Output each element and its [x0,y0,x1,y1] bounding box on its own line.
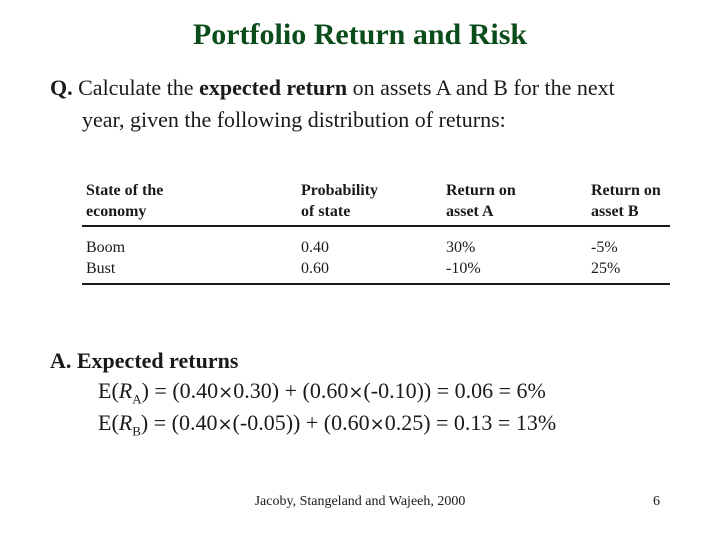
slide-title: Portfolio Return and Risk [192,18,528,51]
header-return-a-line1: Return on [446,182,516,199]
cell-return-a-boom: 30% [446,239,476,256]
header-probability-line1: Probability [301,182,379,199]
times-symbol: × [348,382,364,403]
eq-a-var: R [118,378,133,403]
header-state-line2: economy [86,203,147,220]
header-return-a: Return on asset A [446,180,591,222]
answer-section: A. Expected returns E(RA) = (0.40×0.30) … [50,346,690,440]
cell-prob-boom: 0.40 [301,239,329,256]
cell-prob-bust: 0.60 [301,260,329,277]
eq-a-sub: A [132,391,142,407]
cell-return-b-boom: -5% [591,239,618,256]
table-body-row: Boom Bust 0.40 0.60 30% -10% -5% 25% [82,227,670,285]
times-symbol: × [369,414,385,435]
eq-b-term3: 0.25) = 0.13 = 13% [384,410,557,435]
eq-b-lhs: E( [98,410,119,435]
header-return-b-line1: Return on [591,182,661,199]
eq-a-term3: (-0.10)) = 0.06 = 6% [363,378,546,403]
footer-citation: Jacoby, Stangeland and Wajeeh, 2000 [254,494,466,509]
header-state-line1: State of the [86,182,164,199]
question-line2: year, given the following distribution o… [82,107,506,132]
eq-b-var: R [118,410,133,435]
times-symbol: × [218,382,234,403]
cell-state-boom: Boom [86,239,126,256]
header-return-b-line2: asset B [591,203,639,220]
col-return-a: 30% -10% [446,237,591,279]
cell-state-bust: Bust [86,260,116,277]
page-number: 6 [653,494,660,509]
question-emphasis: expected return [199,75,348,100]
header-return-a-line2: asset A [446,203,494,220]
question-part2: on assets A and B for the next [347,75,615,100]
question-prefix: Q. [50,75,73,100]
eq-a-term2: 0.30) + (0.60 [233,378,349,403]
equation-asset-a: E(RA) = (0.40×0.30) + (0.60×(-0.10)) = 0… [50,376,690,408]
col-state: Boom Bust [82,237,301,279]
header-probability: Probability of state [301,180,446,222]
cell-return-b-bust: 25% [591,260,621,277]
question-part1: Calculate the [78,75,200,100]
eq-b-term1: ) = (0.40 [140,410,218,435]
times-symbol: × [217,414,233,435]
cell-return-a-bust: -10% [446,260,481,277]
question-text: Q. Calculate the expected return on asse… [50,72,690,136]
eq-a-term1: ) = (0.40 [141,378,219,403]
answer-heading: A. Expected returns [50,348,239,373]
eq-b-sub: B [132,423,141,439]
returns-table: State of the economy Probability of stat… [82,180,670,285]
header-state: State of the economy [82,180,301,222]
header-return-b: Return on asset B [591,180,670,222]
header-probability-line2: of state [301,203,351,220]
col-probability: 0.40 0.60 [301,237,446,279]
table-header-row: State of the economy Probability of stat… [82,180,670,227]
col-return-b: -5% 25% [591,237,670,279]
eq-b-term2: (-0.05)) + (0.60 [232,410,370,435]
eq-a-lhs: E( [98,378,119,403]
equation-asset-b: E(RB) = (0.40×(-0.05)) + (0.60×0.25) = 0… [50,408,690,440]
